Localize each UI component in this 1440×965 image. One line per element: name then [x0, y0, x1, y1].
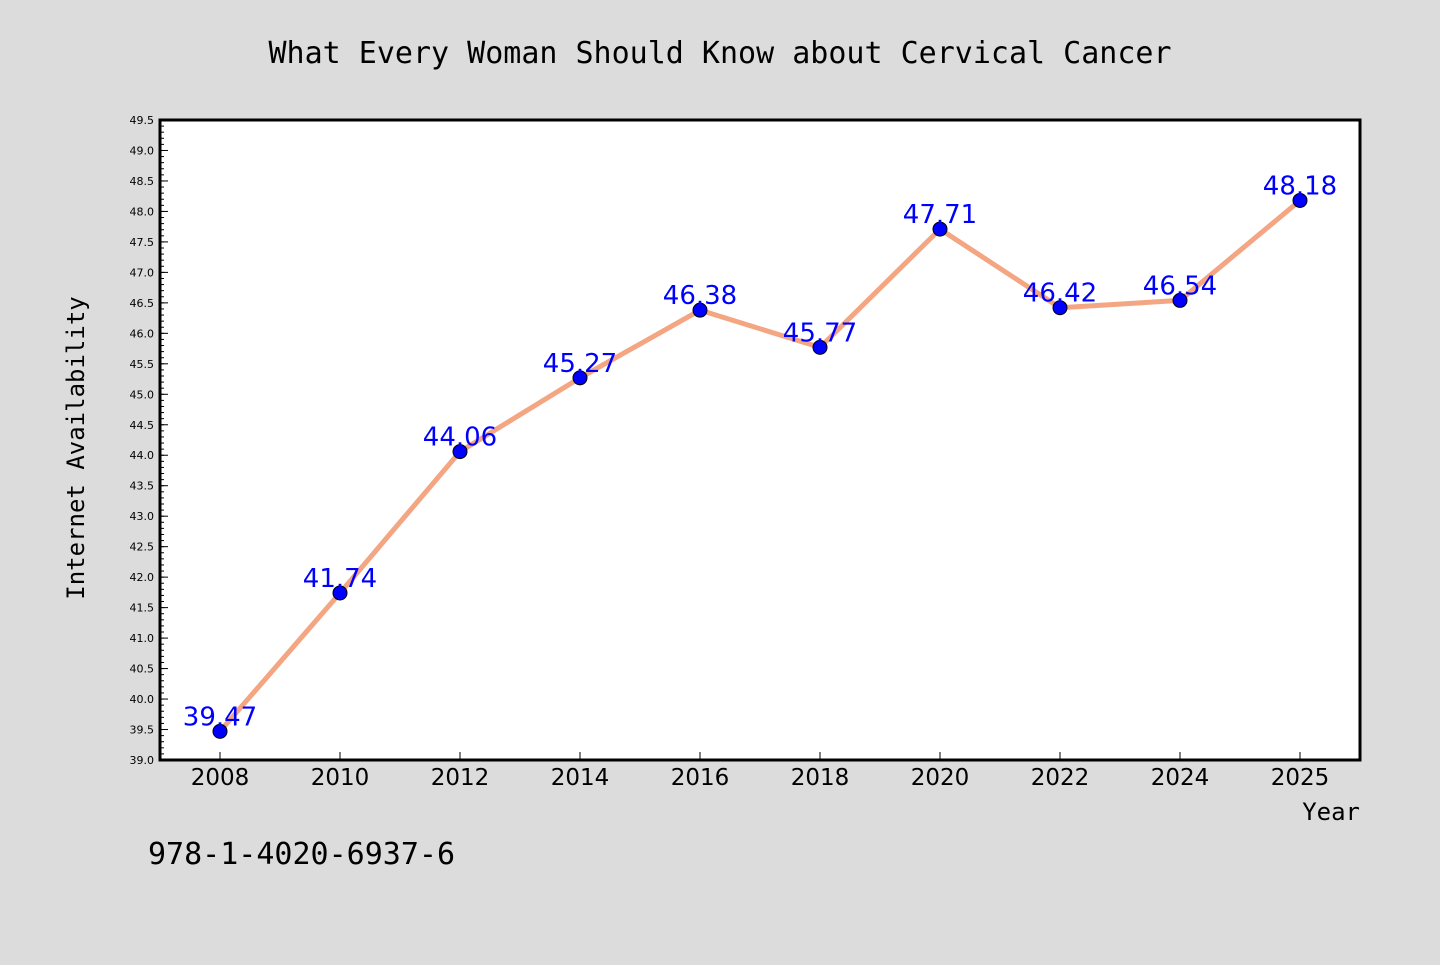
x-tick-label: 2012 [431, 765, 490, 791]
data-point-marker [1172, 292, 1188, 308]
footer-text: 978-1-4020-6937-6 [148, 837, 455, 872]
y-tick-label: 48.5 [130, 175, 155, 188]
y-tick-label: 44.0 [130, 449, 155, 462]
data-label: 41.74 [303, 564, 377, 594]
data-point-marker [932, 221, 948, 237]
data-point-marker [572, 370, 588, 386]
y-tick-label: 39.5 [130, 724, 155, 737]
y-tick-label: 44.5 [130, 419, 155, 432]
y-tick-label: 43.5 [130, 480, 155, 493]
data-label: 39.47 [183, 702, 257, 732]
y-tick-label: 43.0 [130, 510, 155, 523]
data-label: 47.71 [903, 200, 977, 230]
x-tick-label: 2016 [671, 765, 730, 791]
data-label: 45.27 [543, 349, 617, 379]
y-tick-label: 42.5 [130, 541, 155, 554]
y-tick-label: 45.0 [130, 388, 155, 401]
x-tick-label: 2020 [911, 765, 970, 791]
data-label: 48.18 [1263, 171, 1337, 201]
y-tick-label: 39.0 [130, 754, 155, 767]
y-tick-label: 40.0 [130, 693, 155, 706]
y-axis-label: Internet Availability [62, 296, 90, 599]
x-tick-label: 2022 [1031, 765, 1090, 791]
data-point-marker [212, 723, 228, 739]
x-tick-label: 2024 [1151, 765, 1210, 791]
data-point-marker [332, 585, 348, 601]
x-axis-label: Year [1302, 798, 1360, 826]
y-tick-label: 41.0 [130, 632, 155, 645]
y-tick-label: 46.5 [130, 297, 155, 310]
series-line [217, 197, 1303, 734]
x-tick-label: 2014 [551, 765, 610, 791]
data-label: 45.77 [783, 318, 857, 348]
y-tick-label: 41.5 [130, 602, 155, 615]
data-point-marker [452, 444, 468, 460]
data-label: 46.54 [1143, 271, 1217, 301]
x-tick-label: 2008 [191, 765, 250, 791]
data-label: 44.06 [423, 423, 497, 453]
plot-area [160, 120, 1360, 760]
x-tick-label: 2018 [791, 765, 850, 791]
y-tick-label: 49.5 [130, 114, 155, 127]
data-point-marker [1292, 192, 1308, 208]
y-tick-label: 42.0 [130, 571, 155, 584]
y-tick-label: 49.0 [130, 144, 155, 157]
plot-frame [158, 118, 1362, 762]
x-tick-label: 2025 [1271, 765, 1330, 791]
data-label: 46.38 [663, 281, 737, 311]
x-tick-label: 2010 [311, 765, 370, 791]
y-tick-label: 47.0 [130, 266, 155, 279]
data-label: 46.42 [1023, 279, 1097, 309]
y-tick-label: 47.5 [130, 236, 155, 249]
data-point-marker [1052, 300, 1068, 316]
data-point-marker [692, 302, 708, 318]
y-tick-label: 48.0 [130, 205, 155, 218]
data-point-marker [812, 339, 828, 355]
y-tick-label: 40.5 [130, 663, 155, 676]
y-tick-label: 46.0 [130, 327, 155, 340]
chart-title: What Every Woman Should Know about Cervi… [268, 36, 1171, 71]
y-tick-label: 45.5 [130, 358, 155, 371]
